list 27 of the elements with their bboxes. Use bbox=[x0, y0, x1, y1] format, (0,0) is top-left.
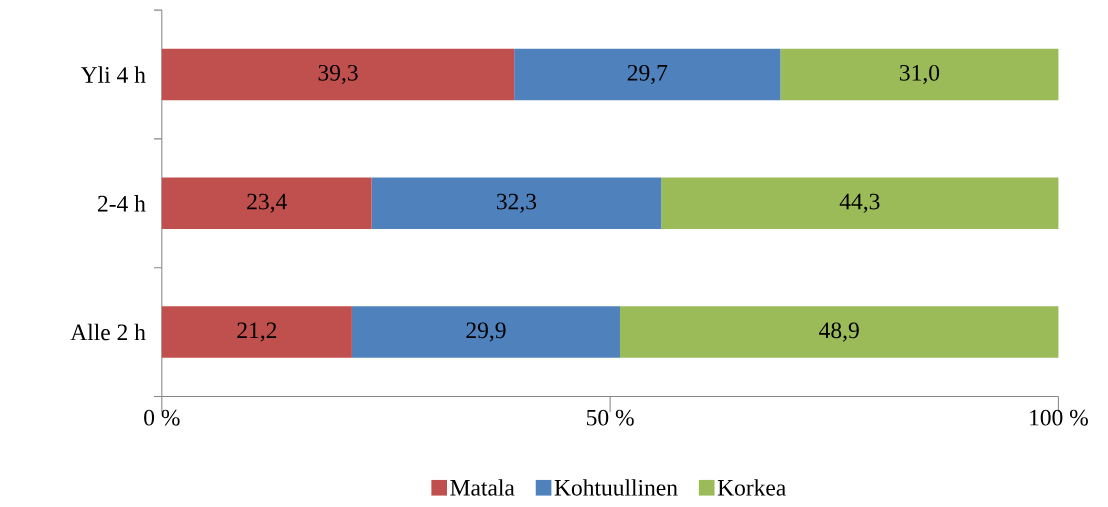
data-label: 23,4 bbox=[247, 193, 287, 213]
y-tick-label: Yli 4 h bbox=[80, 66, 146, 83]
data-label: 29,7 bbox=[627, 64, 668, 85]
bar bbox=[780, 48, 1059, 101]
bar bbox=[161, 177, 372, 230]
bar bbox=[661, 177, 1059, 230]
bar bbox=[351, 306, 620, 358]
x-tick-label: 0 % bbox=[144, 409, 180, 426]
bar bbox=[514, 48, 781, 101]
data-label: 29,9 bbox=[466, 322, 506, 342]
data-label: 31,0 bbox=[900, 64, 940, 85]
legend-label: Kohtuullinen bbox=[554, 479, 678, 496]
bar bbox=[619, 306, 1059, 358]
x-tick-label: 100 % bbox=[1030, 409, 1088, 426]
y-tick-label: 2-4 h bbox=[98, 195, 146, 212]
data-label: 48,9 bbox=[819, 322, 859, 342]
legend-label: Korkea bbox=[717, 479, 786, 496]
bar bbox=[161, 48, 515, 101]
legend-label: Matala bbox=[450, 479, 515, 496]
data-label: 21,2 bbox=[237, 322, 277, 342]
data-label: 44,3 bbox=[839, 193, 880, 213]
bar bbox=[371, 177, 662, 230]
x-tick-label: 50 % bbox=[587, 409, 634, 426]
y-tick-label: Alle 2 h bbox=[70, 323, 146, 341]
data-label: 32,3 bbox=[497, 193, 537, 213]
bar bbox=[161, 306, 352, 358]
data-label: 39,3 bbox=[318, 64, 358, 85]
